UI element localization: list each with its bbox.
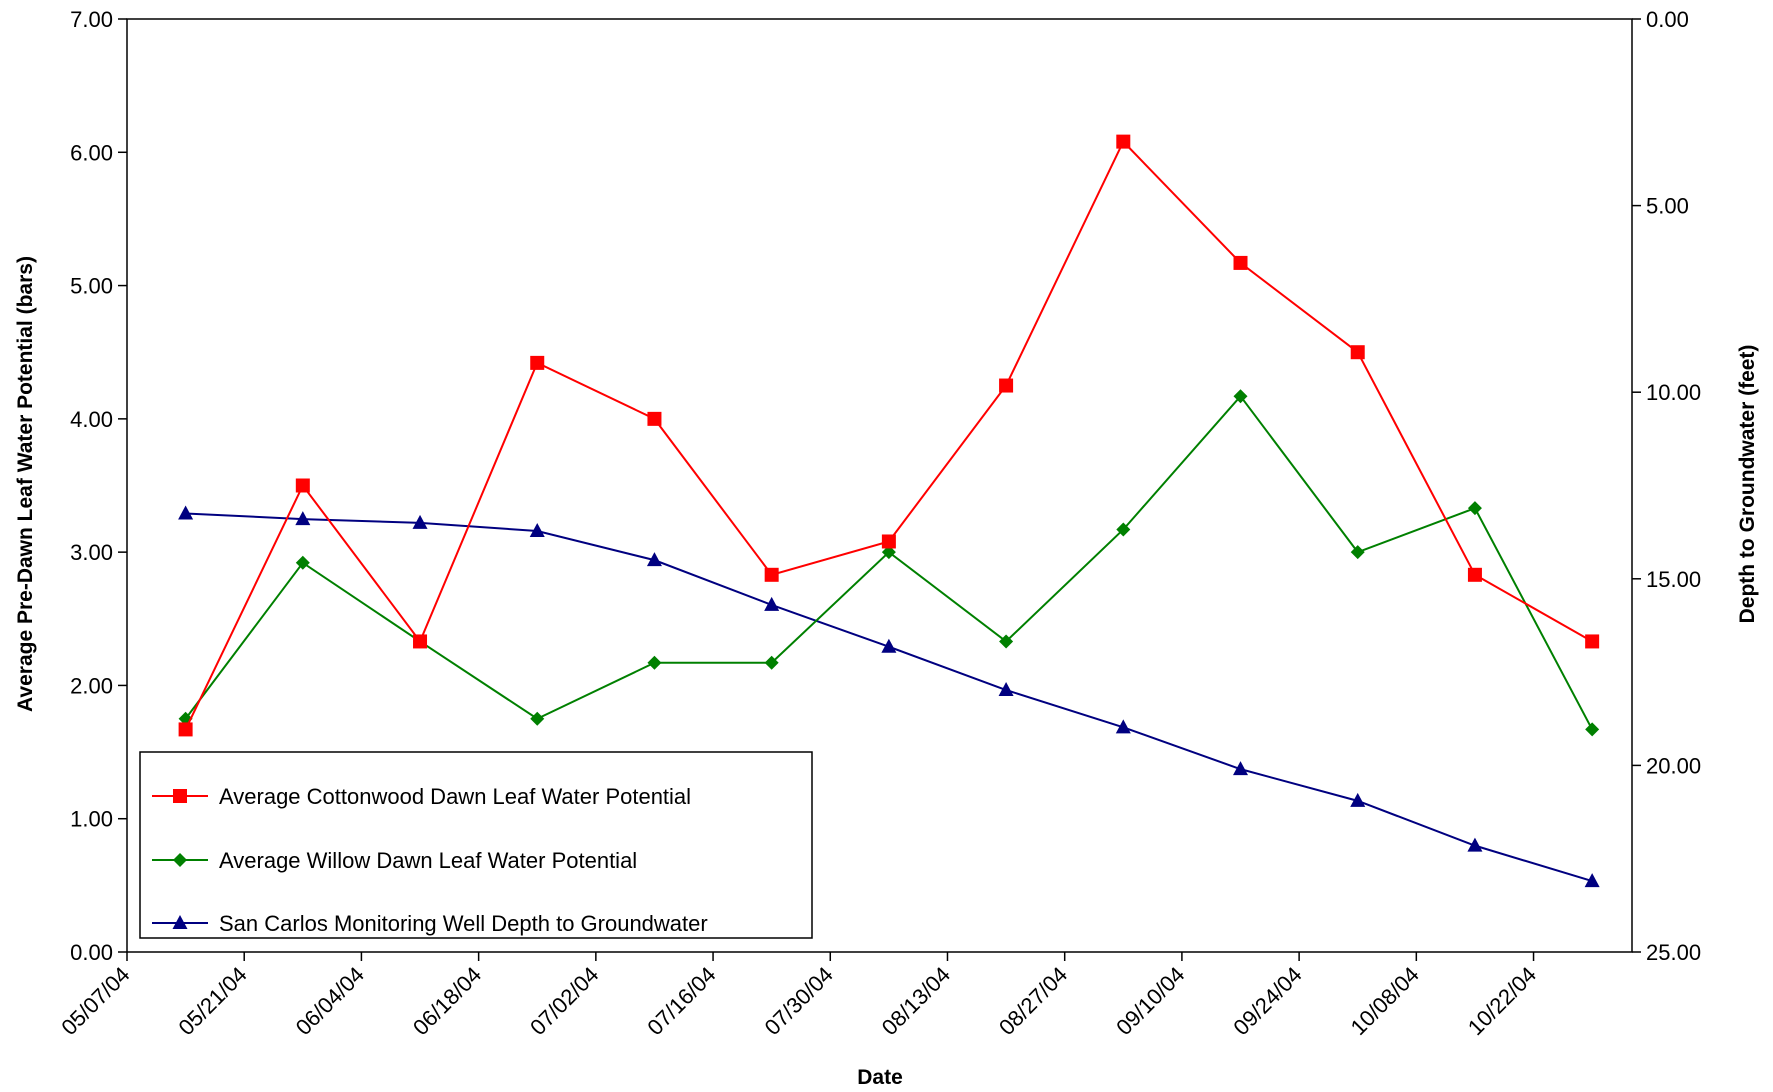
y-axis-title-right: Depth to Groundwater (feet) [1736,345,1759,624]
y-left-tick-label: 7.00 [70,7,113,32]
x-tick-label: 05/21/04 [174,962,252,1040]
data-point-square [1585,634,1600,649]
data-point-square [295,478,310,493]
plot-border [126,18,1633,953]
x-tick-label: 09/24/04 [1228,962,1306,1040]
y-right-tick-label: 10.00 [1646,380,1701,405]
y-right-tick-label: 20.00 [1646,753,1701,778]
y-right-tick-label: 15.00 [1646,567,1701,592]
data-point-diamond [1233,389,1248,404]
y-left-tick-label: 4.00 [70,407,113,432]
data-point-triangle [178,505,194,520]
x-tick-label: 08/13/04 [877,962,955,1040]
x-tick-label: 09/10/04 [1111,962,1189,1040]
data-point-square [647,411,662,426]
y-left-tick-label: 6.00 [70,140,113,165]
series-layer [178,134,1600,888]
gridlines: 0.00 1.00 2.00 3.00 4.00 5.00 6.00 7.00 [70,7,127,965]
data-point-diamond [295,555,310,570]
data-point-diamond [764,655,779,670]
x-axis: 05/07/04 05/21/04 06/04/04 06/18/04 07/02/04… [56,952,1541,1040]
x-tick-label: 07/16/04 [642,962,720,1040]
data-point-triangle [295,511,311,526]
legend-marker [172,915,188,929]
y-right-tick-label: 5.00 [1646,194,1689,219]
y-right-tick-label: 0.00 [1646,7,1689,32]
legend-box [139,751,813,939]
data-point-square [1350,345,1365,360]
data-point-diamond [647,655,662,670]
series-line-diamond [184,394,1594,730]
data-point-diamond [1350,545,1365,560]
data-point-triangle [646,552,662,567]
x-tick-label: 06/18/04 [408,962,486,1040]
data-point-triangle [529,523,545,538]
x-tick-label: 10/22/04 [1463,962,1541,1040]
data-point-square [530,355,545,370]
data-point-diamond [1585,722,1600,737]
data-point-triangle [881,638,897,653]
data-point-diamond [530,711,545,726]
x-tick-label: 10/08/04 [1346,962,1424,1040]
x-tick-label: 07/30/04 [760,962,838,1040]
y-left-tick-label: 3.00 [70,540,113,565]
data-point-square [1467,567,1482,582]
legend-label: Average Willow Dawn Leaf Water Potential [219,848,637,873]
data-point-diamond [999,634,1014,649]
y-left-tick-label: 1.00 [70,807,113,832]
right-axis: 0.00 5.00 10.00 15.00 20.00 25.00 [1632,7,1701,965]
data-point-triangle [1584,873,1600,888]
x-tick-label: 05/07/04 [56,962,134,1040]
y-left-tick-label: 0.00 [70,940,113,965]
legend-marker [173,853,187,867]
data-point-square [413,634,428,649]
y-right-tick-label: 25.00 [1646,940,1701,965]
data-point-diamond [1116,522,1131,537]
data-point-triangle [1467,837,1483,852]
data-point-square [1116,134,1131,149]
legend-marker [173,789,187,803]
data-point-square [881,534,896,549]
y-left-tick-label: 2.00 [70,673,113,698]
plot-frame [126,18,1633,953]
legend-label: San Carlos Monitoring Well Depth to Grou… [219,911,708,936]
data-point-triangle [998,682,1014,697]
data-point-square [764,567,779,582]
data-point-triangle [1115,719,1131,734]
legend-label: Average Cottonwood Dawn Leaf Water Poten… [219,784,691,809]
x-tick-label: 08/27/04 [994,962,1072,1040]
x-tick-label: 06/04/04 [291,962,369,1040]
data-point-square [178,722,193,737]
data-point-triangle [412,514,428,529]
x-tick-label: 07/02/04 [525,962,603,1040]
data-point-diamond [1467,501,1482,516]
y-left-tick-label: 5.00 [70,274,113,299]
y-axis-title-left: Average Pre-Dawn Leaf Water Potential (b… [14,256,37,712]
data-point-square [999,378,1014,393]
data-point-triangle [1350,792,1366,807]
legend: Average Cottonwood Dawn Leaf Water Poten… [139,751,813,939]
x-axis-title: Date [857,1066,903,1089]
data-point-diamond [881,545,896,560]
data-point-square [1233,255,1248,270]
data-point-triangle [764,596,780,611]
data-point-triangle [1233,761,1249,776]
